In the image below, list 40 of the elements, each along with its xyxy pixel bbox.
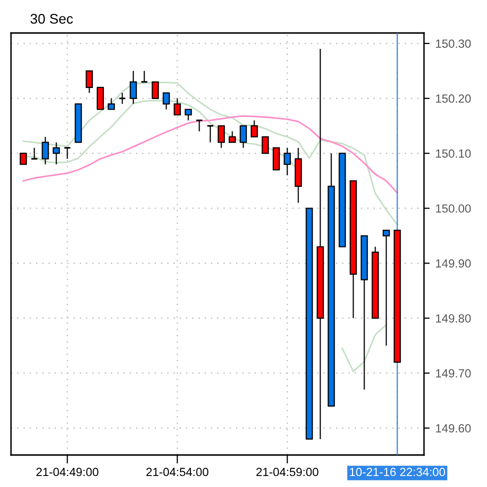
y-tick-label: 150.00 [436, 204, 471, 213]
candlestick [64, 147, 72, 160]
candlestick [196, 120, 204, 132]
x-tick-label: 21-04:59:00 [256, 468, 318, 476]
candlestick [218, 125, 225, 148]
candlestick [152, 81, 159, 99]
candlestick [240, 125, 247, 148]
candlestick [382, 230, 390, 346]
y-tick-label: 150.10 [436, 149, 471, 158]
y-tick-label: 149.70 [436, 369, 471, 378]
candlestick [262, 136, 269, 154]
candlestick [108, 98, 115, 110]
candlestick [284, 147, 291, 176]
candlestick [96, 86, 104, 110]
x-tick-label: 21-04:54:00 [146, 468, 208, 476]
candlestick [184, 108, 192, 121]
candlestick [30, 147, 38, 160]
candlestick [42, 136, 49, 165]
y-tick-label: 149.80 [436, 314, 471, 323]
candlestick [206, 125, 214, 143]
candlestick [52, 142, 60, 165]
candlestick [162, 92, 170, 110]
candlestick [20, 152, 27, 165]
candlestick [228, 130, 236, 143]
y-tick-label: 149.90 [436, 259, 471, 268]
chart-title: 30 Sec [30, 14, 73, 24]
line-series [22, 82, 398, 226]
candlestick [174, 98, 181, 116]
candlestick [118, 92, 126, 104]
line-series [22, 115, 398, 194]
candlestick [130, 70, 137, 104]
x-tick-label: 21-04:49:00 [36, 468, 98, 476]
y-tick-label: 150.30 [436, 39, 471, 48]
y-tick-label: 149.60 [436, 424, 471, 432]
y-tick-label: 150.20 [436, 94, 471, 103]
candlestick [272, 147, 280, 170]
candlestick [140, 70, 148, 83]
candlestick [250, 120, 258, 138]
candlestick [86, 70, 93, 94]
x-tick-label: 10-21-16 22:34:00 [350, 468, 446, 476]
